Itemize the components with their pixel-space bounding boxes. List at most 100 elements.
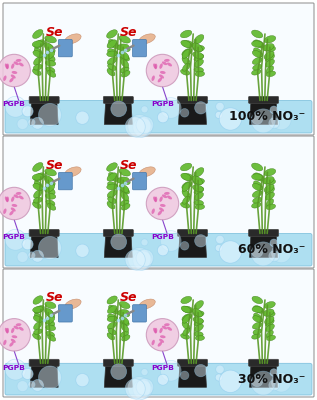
Circle shape bbox=[5, 96, 26, 117]
Ellipse shape bbox=[158, 342, 162, 347]
Ellipse shape bbox=[154, 64, 157, 69]
Circle shape bbox=[128, 377, 151, 400]
Ellipse shape bbox=[120, 187, 130, 194]
Ellipse shape bbox=[182, 306, 193, 313]
Circle shape bbox=[269, 251, 280, 262]
Text: Se: Se bbox=[120, 291, 137, 304]
Ellipse shape bbox=[195, 324, 204, 332]
FancyBboxPatch shape bbox=[249, 359, 279, 366]
FancyBboxPatch shape bbox=[5, 363, 312, 395]
Ellipse shape bbox=[167, 196, 172, 200]
Circle shape bbox=[270, 106, 278, 114]
Ellipse shape bbox=[107, 68, 115, 76]
Ellipse shape bbox=[266, 324, 275, 332]
Polygon shape bbox=[249, 100, 278, 124]
Ellipse shape bbox=[182, 182, 190, 191]
Ellipse shape bbox=[253, 40, 264, 48]
Ellipse shape bbox=[162, 194, 167, 198]
Ellipse shape bbox=[46, 67, 55, 73]
Ellipse shape bbox=[193, 178, 204, 185]
Ellipse shape bbox=[120, 331, 129, 337]
Circle shape bbox=[158, 374, 168, 385]
Ellipse shape bbox=[154, 196, 157, 202]
Circle shape bbox=[158, 112, 168, 123]
Ellipse shape bbox=[108, 64, 116, 70]
Ellipse shape bbox=[152, 76, 155, 81]
Ellipse shape bbox=[120, 200, 129, 206]
Circle shape bbox=[136, 249, 154, 267]
Circle shape bbox=[111, 364, 126, 380]
Circle shape bbox=[22, 106, 33, 117]
Ellipse shape bbox=[45, 316, 55, 324]
Ellipse shape bbox=[253, 316, 262, 322]
Polygon shape bbox=[178, 100, 206, 124]
Circle shape bbox=[160, 230, 181, 251]
Text: 30% NO₃⁻: 30% NO₃⁻ bbox=[238, 373, 305, 386]
Ellipse shape bbox=[182, 56, 190, 65]
Polygon shape bbox=[104, 100, 132, 124]
FancyBboxPatch shape bbox=[178, 96, 208, 103]
Ellipse shape bbox=[14, 62, 19, 65]
Ellipse shape bbox=[46, 319, 55, 326]
Ellipse shape bbox=[263, 176, 274, 184]
Circle shape bbox=[32, 380, 43, 391]
Ellipse shape bbox=[265, 316, 274, 324]
Ellipse shape bbox=[34, 306, 44, 314]
FancyBboxPatch shape bbox=[103, 359, 133, 366]
Ellipse shape bbox=[181, 296, 192, 304]
Ellipse shape bbox=[194, 319, 203, 326]
Ellipse shape bbox=[107, 49, 118, 56]
Ellipse shape bbox=[162, 326, 167, 330]
Ellipse shape bbox=[19, 62, 24, 66]
Circle shape bbox=[38, 236, 61, 259]
Ellipse shape bbox=[107, 40, 117, 48]
Circle shape bbox=[5, 359, 26, 380]
Ellipse shape bbox=[193, 185, 204, 192]
Ellipse shape bbox=[193, 317, 204, 324]
Ellipse shape bbox=[254, 48, 262, 57]
Ellipse shape bbox=[181, 306, 191, 313]
Ellipse shape bbox=[45, 60, 56, 66]
Ellipse shape bbox=[195, 71, 204, 76]
Circle shape bbox=[270, 369, 278, 376]
Ellipse shape bbox=[194, 332, 203, 337]
Circle shape bbox=[158, 245, 168, 256]
Circle shape bbox=[32, 117, 43, 129]
Ellipse shape bbox=[192, 176, 203, 185]
Ellipse shape bbox=[264, 178, 275, 184]
Circle shape bbox=[38, 366, 61, 389]
Circle shape bbox=[251, 375, 263, 387]
Ellipse shape bbox=[119, 178, 130, 185]
Ellipse shape bbox=[159, 328, 163, 333]
Ellipse shape bbox=[253, 64, 262, 70]
Ellipse shape bbox=[33, 162, 43, 172]
Circle shape bbox=[146, 54, 179, 87]
Ellipse shape bbox=[183, 63, 190, 71]
Ellipse shape bbox=[253, 329, 262, 334]
Ellipse shape bbox=[34, 313, 42, 322]
Circle shape bbox=[146, 319, 179, 351]
Circle shape bbox=[251, 371, 275, 395]
Ellipse shape bbox=[182, 50, 190, 58]
Ellipse shape bbox=[16, 323, 21, 326]
Ellipse shape bbox=[266, 66, 274, 74]
FancyBboxPatch shape bbox=[58, 172, 72, 190]
Ellipse shape bbox=[119, 184, 129, 192]
Circle shape bbox=[195, 102, 207, 114]
Ellipse shape bbox=[33, 296, 43, 304]
Circle shape bbox=[270, 239, 278, 247]
Text: Se: Se bbox=[45, 159, 63, 172]
Ellipse shape bbox=[158, 78, 162, 82]
Ellipse shape bbox=[263, 309, 274, 316]
Circle shape bbox=[215, 374, 222, 381]
Ellipse shape bbox=[108, 197, 116, 204]
Circle shape bbox=[251, 109, 275, 133]
Ellipse shape bbox=[34, 322, 42, 330]
Ellipse shape bbox=[252, 202, 261, 208]
Ellipse shape bbox=[12, 204, 17, 207]
Ellipse shape bbox=[193, 45, 204, 52]
Ellipse shape bbox=[120, 67, 129, 73]
Ellipse shape bbox=[117, 44, 129, 51]
Ellipse shape bbox=[159, 64, 163, 69]
Text: PGPB: PGPB bbox=[3, 366, 26, 372]
